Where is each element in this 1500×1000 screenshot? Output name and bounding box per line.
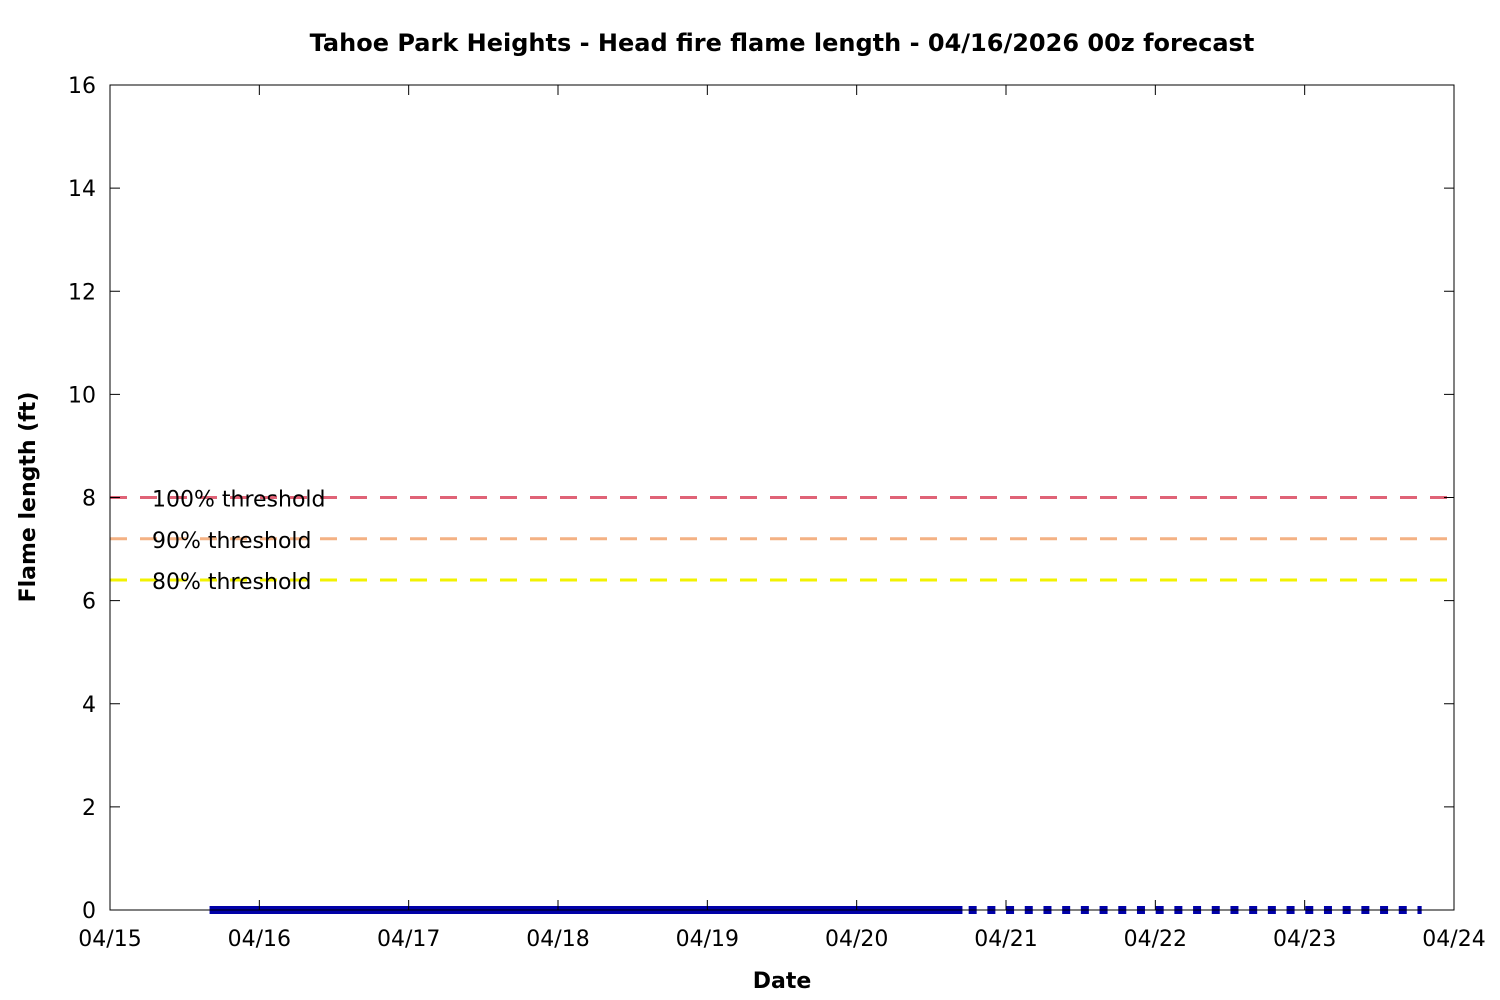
threshold-label: 100% threshold	[152, 488, 326, 513]
y-axis-label: Flame length (ft)	[16, 392, 41, 603]
x-tick-label: 04/20	[825, 927, 888, 952]
y-tick-label: 8	[82, 487, 96, 512]
y-tick-label: 6	[82, 590, 96, 615]
y-tick-label: 2	[82, 796, 96, 821]
x-tick-label: 04/24	[1422, 927, 1485, 952]
y-tick-label: 14	[68, 177, 96, 202]
threshold-label: 80% threshold	[152, 570, 312, 595]
x-tick-label: 04/23	[1273, 927, 1336, 952]
x-tick-label: 04/21	[974, 927, 1037, 952]
threshold-label: 90% threshold	[152, 529, 312, 554]
x-tick-label: 04/17	[377, 927, 440, 952]
x-tick-label: 04/18	[526, 927, 589, 952]
x-tick-label: 04/22	[1124, 927, 1187, 952]
chart-title: Tahoe Park Heights - Head fire flame len…	[310, 29, 1255, 57]
y-tick-label: 10	[68, 383, 96, 408]
y-tick-label: 16	[68, 74, 96, 99]
x-tick-label: 04/19	[676, 927, 739, 952]
y-tick-label: 0	[82, 899, 96, 924]
x-tick-label: 04/15	[78, 927, 141, 952]
y-tick-label: 12	[68, 280, 96, 305]
x-tick-label: 04/16	[228, 927, 291, 952]
x-axis-label: Date	[753, 969, 812, 994]
plot-area: 100% threshold 90% threshold 80% threshold…	[68, 74, 1486, 952]
y-tick-label: 4	[82, 693, 96, 718]
